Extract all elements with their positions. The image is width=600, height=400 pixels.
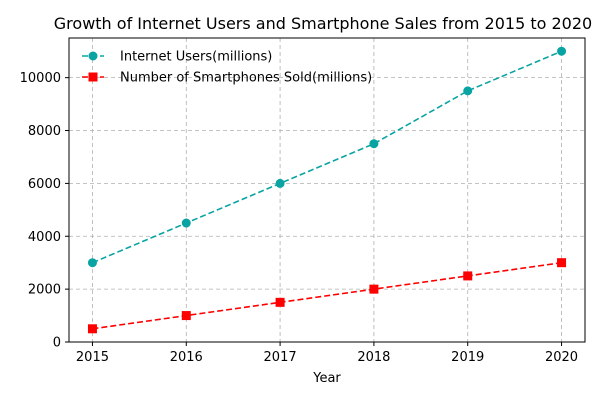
y-tick-label: 8000 xyxy=(28,124,61,139)
x-tick-label: 2019 xyxy=(451,350,484,365)
x-tick-label: 2015 xyxy=(76,350,109,365)
y-tick-label: 0 xyxy=(53,336,61,351)
y-tick-label: 10000 xyxy=(20,71,61,86)
plot-frame xyxy=(68,37,586,343)
data-point xyxy=(369,139,379,149)
series-2 xyxy=(87,258,567,334)
axis-ticks: 2015 2016 2017 2018 2019 2020 0 2000 4000 6000 800… xyxy=(20,71,578,365)
x-tick-label: 2020 xyxy=(545,350,578,365)
x-tick-label: 2016 xyxy=(170,350,203,365)
series-line xyxy=(92,261,562,330)
legend-marker xyxy=(88,51,98,61)
legend-label: Number of Smartphones Sold(millions) xyxy=(120,71,372,86)
y-tick-label: 2000 xyxy=(28,283,61,298)
data-point xyxy=(181,311,191,321)
legend-label: Internet Users(millions) xyxy=(120,50,272,65)
series-1 xyxy=(87,46,567,268)
legend: Internet Users(millions) Number of Smartp… xyxy=(82,50,372,86)
legend-marker xyxy=(88,72,98,82)
chart-title: Growth of Internet Users and Smartphone … xyxy=(54,14,592,33)
y-tick-label: 6000 xyxy=(28,177,61,192)
data-point xyxy=(463,271,473,281)
data-point xyxy=(275,178,285,188)
x-tick-label: 2017 xyxy=(264,350,297,365)
data-point xyxy=(181,218,191,228)
data-point xyxy=(557,258,567,268)
data-point xyxy=(463,86,473,96)
data-point xyxy=(275,297,285,307)
x-axis-label: Year xyxy=(312,371,341,386)
series-layer xyxy=(87,46,567,334)
x-tick-label: 2018 xyxy=(357,350,390,365)
data-point xyxy=(557,46,567,56)
data-point xyxy=(87,258,97,268)
y-tick-label: 4000 xyxy=(28,230,61,245)
data-point xyxy=(87,324,97,334)
series-line xyxy=(92,50,562,264)
legend-entry: Internet Users(millions) xyxy=(82,50,272,65)
legend-entry: Number of Smartphones Sold(millions) xyxy=(82,71,372,86)
data-point xyxy=(369,284,379,294)
